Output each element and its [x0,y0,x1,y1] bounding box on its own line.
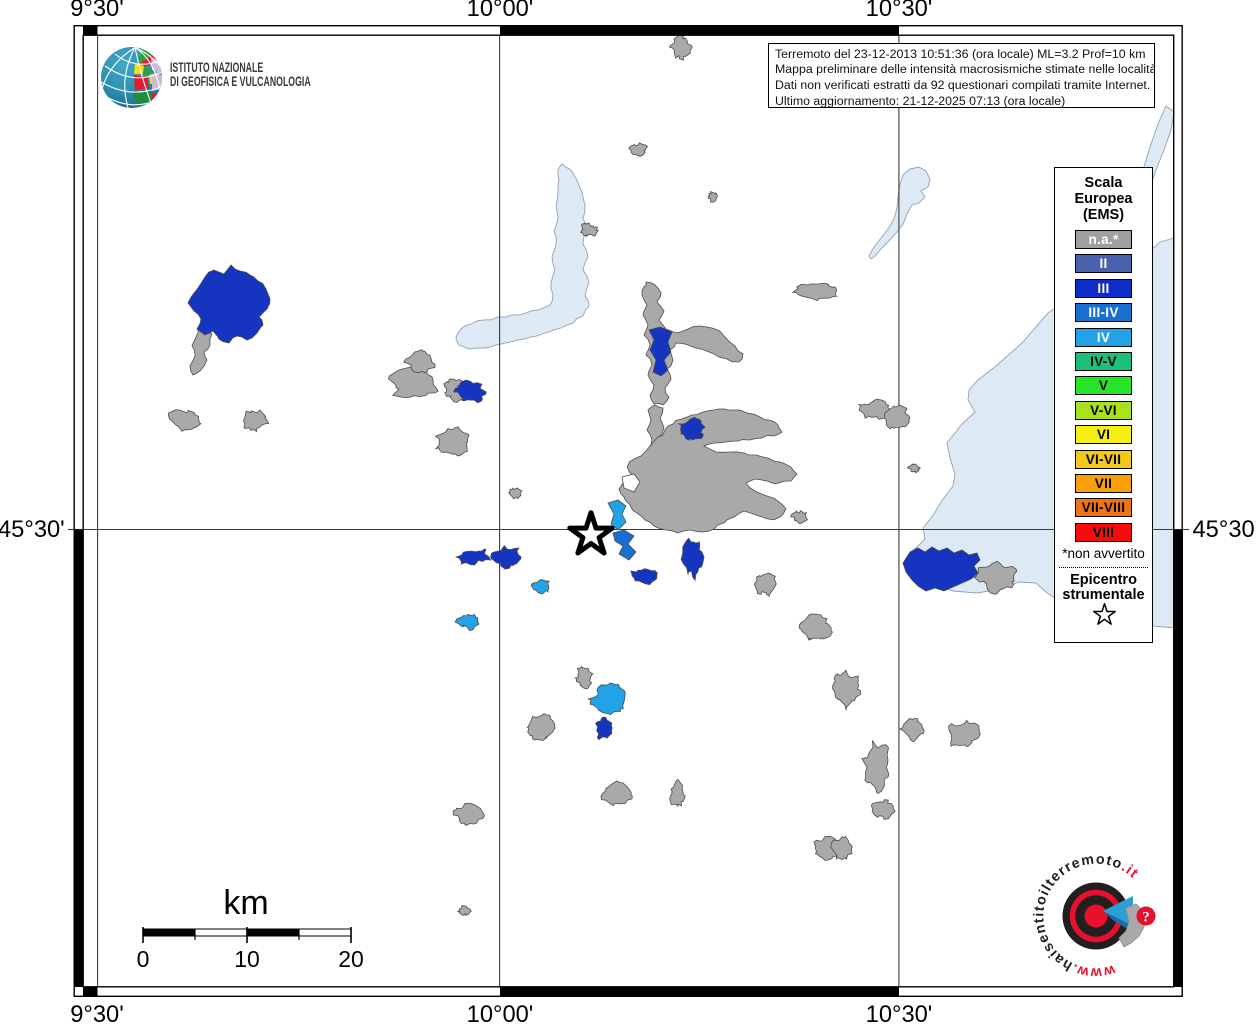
svg-text:?: ? [1142,910,1150,926]
